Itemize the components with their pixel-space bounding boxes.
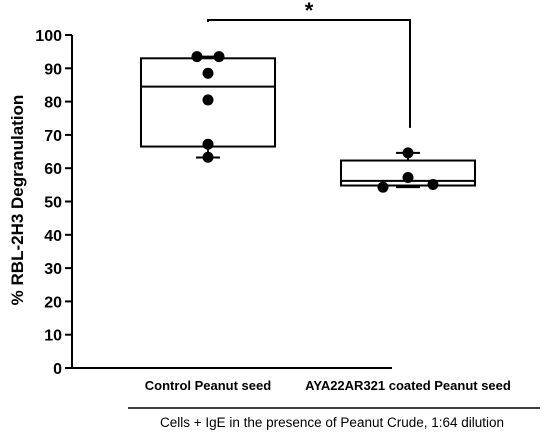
y-tick-label: 10 — [44, 328, 62, 345]
data-point — [377, 181, 389, 193]
data-point — [202, 94, 214, 106]
y-tick-label: 100 — [35, 28, 62, 45]
significance-bracket: * — [207, 0, 411, 128]
data-point — [427, 179, 439, 191]
data-point — [213, 51, 225, 63]
y-tick-label: 20 — [44, 294, 62, 311]
y-axis-title: % RBL-2H3 Degranulation — [8, 95, 27, 306]
data-point — [402, 147, 414, 159]
y-tick-label: 70 — [44, 128, 62, 145]
significance-line — [207, 19, 411, 128]
y-tick-label: 90 — [44, 61, 62, 78]
data-point — [202, 138, 214, 150]
y-tick-label: 50 — [44, 195, 62, 212]
x-category-label-control: Control Peanut seed — [145, 378, 271, 393]
significance-label: * — [305, 0, 314, 23]
y-tick-label: 60 — [44, 161, 62, 178]
y-tick-label: 30 — [44, 261, 62, 278]
data-point — [202, 67, 214, 79]
boxes — [140, 55, 476, 189]
x-category-label-coated: AYA22AR321 coated Peanut seed — [305, 378, 511, 393]
y-tick-label: 40 — [44, 228, 62, 245]
y-tick-label: 80 — [44, 95, 62, 112]
data-point — [202, 151, 214, 163]
y-tick-label: 0 — [53, 361, 62, 378]
data-points — [191, 51, 439, 193]
footnote: Cells + IgE in the presence of Peanut Cr… — [160, 415, 504, 430]
data-point — [191, 51, 203, 63]
y-axis: 0 10 20 30 40 50 60 70 80 90 100 — [35, 28, 73, 378]
data-point — [402, 172, 414, 184]
